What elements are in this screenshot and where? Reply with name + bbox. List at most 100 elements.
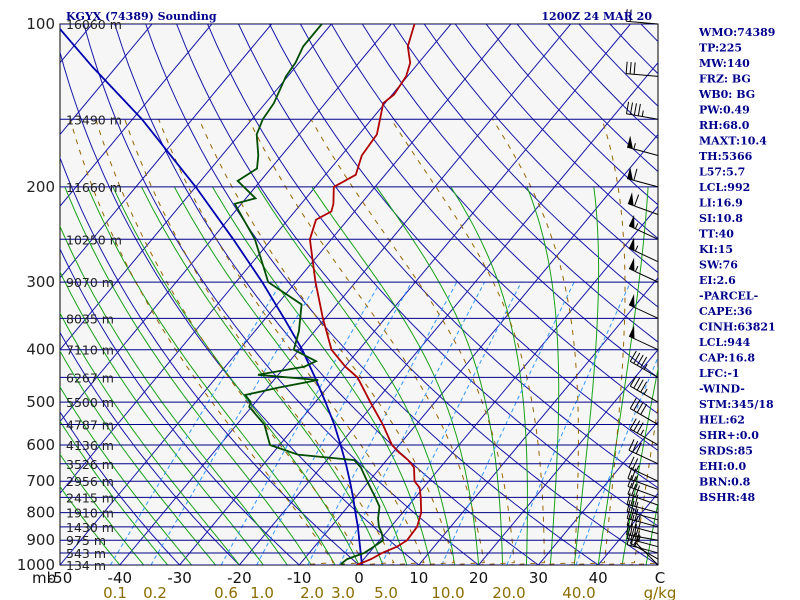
wind-barb-shaft — [626, 518, 659, 528]
index-entry: MW:140 — [699, 57, 750, 70]
wind-barb — [627, 192, 659, 216]
parcel-adiabat-line — [198, 119, 455, 565]
wind-barb-flag — [634, 528, 639, 541]
temperature-tick-label: -30 — [167, 569, 192, 587]
index-entry: SI:10.8 — [699, 212, 743, 225]
wind-barb-half-flag — [643, 388, 648, 395]
wind-barb-flag — [628, 456, 635, 468]
wind-barb-half-flag — [634, 223, 639, 229]
wind-barb-half-flag — [640, 429, 645, 436]
wind-barb-flag — [635, 442, 642, 454]
index-entry: CINH:63821 — [699, 321, 776, 334]
height-label: 134 m — [66, 558, 106, 573]
parcel-adiabat-line — [95, 119, 365, 565]
wind-barb-flag — [634, 508, 639, 521]
wind-barb — [629, 397, 659, 425]
wind-barb-half-flag — [641, 110, 644, 117]
height-label: 975 m — [66, 533, 106, 548]
index-entry: WB0: BG — [698, 88, 755, 101]
wind-barb — [627, 475, 659, 498]
mixing-ratio-tick-label: 1.0 — [250, 584, 274, 600]
sounding-profiles — [60, 24, 423, 565]
height-label: 11660 m — [66, 180, 122, 195]
wind-barb-flag — [630, 493, 635, 506]
index-entry: FRZ: BG — [699, 73, 751, 86]
pressure-tick-label: 700 — [26, 472, 55, 490]
index-entry: KI:15 — [699, 243, 733, 256]
dewpoint-profile — [233, 24, 385, 565]
wind-barb-shaft — [630, 385, 659, 403]
index-entry: EHI:0.0 — [699, 460, 746, 473]
isotherm-line — [119, 24, 571, 565]
parcel-adiabat-line — [124, 119, 395, 565]
pressure-tick-label: 800 — [26, 504, 55, 522]
wind-barb-pennant — [628, 237, 635, 251]
wind-barb-shaft — [626, 503, 659, 514]
wind-barb-flag — [640, 403, 648, 415]
isotherm-line — [478, 348, 658, 565]
wind-barb-shaft — [627, 478, 659, 490]
wind-barb — [628, 257, 659, 283]
wind-barb-shaft — [627, 485, 659, 498]
wind-barb-flag — [626, 499, 631, 512]
wind-barb-shaft — [626, 534, 659, 541]
wind-barb — [626, 526, 659, 548]
wind-barb-flag — [634, 515, 639, 528]
wind-barb-shaft — [628, 467, 659, 482]
pressure-tick-label: 100 — [26, 15, 55, 33]
parcel-adiabat-line — [492, 119, 579, 565]
wind-barb — [626, 135, 659, 156]
index-entry: RH:68.0 — [699, 119, 750, 132]
isotherm-line — [298, 133, 658, 565]
wind-barb — [628, 214, 659, 240]
wind-barb — [629, 418, 659, 446]
temperature-tick-label: 20 — [469, 569, 488, 587]
wind-barb-flag — [626, 526, 631, 539]
wind-barb-half-flag — [633, 143, 636, 150]
wind-barb-flag — [630, 500, 635, 513]
wind-barb-half-flag — [634, 245, 639, 252]
wind-barb-flag — [627, 482, 633, 495]
wind-barb-shaft — [627, 203, 659, 216]
mixing-ratio-tick-label: 40.0 — [562, 584, 595, 600]
height-label: 10250 m — [66, 232, 122, 247]
wind-barb-shaft — [628, 335, 659, 351]
wind-barb — [625, 9, 659, 25]
mixing-ratio-line — [506, 281, 632, 565]
mixing-ratio-tick-label: 0.1 — [103, 584, 127, 600]
wind-barb-pennant — [628, 325, 635, 339]
mixing-ratio-line — [150, 281, 319, 565]
wind-barb-flag — [636, 422, 644, 434]
wind-barb-shaft — [626, 113, 659, 120]
wind-barb-flag — [636, 401, 644, 413]
wind-barb-pennant — [627, 192, 634, 206]
wind-barb-flag — [629, 375, 637, 387]
wind-barb-shaft — [628, 268, 659, 283]
temperature-tick-label: -20 — [227, 569, 252, 587]
wind-barb-flag — [634, 501, 639, 514]
wind-barb-flag — [634, 494, 639, 507]
mixing-ratio-tick-label: 0.6 — [214, 584, 238, 600]
wind-barb-flag — [633, 524, 637, 537]
index-entry: PW:0.49 — [699, 104, 750, 117]
reference-curve — [60, 27, 363, 565]
mixing-ratio-tick-label: 0.2 — [143, 584, 167, 600]
height-label: 5500 m — [66, 395, 114, 410]
parcel-adiabat-line — [248, 119, 485, 565]
wind-barb-half-flag — [634, 475, 638, 482]
index-entry: BSHR:48 — [699, 491, 755, 504]
height-label: 16060 m — [66, 17, 122, 32]
pressure-tick-label: 300 — [26, 273, 55, 291]
height-label: 13490 m — [66, 112, 122, 127]
temperature-tick-label: -40 — [108, 569, 133, 587]
index-entry: L57:5.7 — [699, 166, 745, 179]
temperature-unit-label: C — [655, 569, 665, 587]
wind-barb-flag — [633, 377, 641, 389]
mixing-ratio-tick-label: 20.0 — [492, 584, 525, 600]
wind-barb-shaft — [626, 537, 659, 548]
index-entry: TT:40 — [699, 228, 734, 241]
wind-barb-shaft — [630, 360, 659, 378]
wind-barb-flag — [627, 475, 633, 487]
parcel-adiabat-line — [390, 119, 545, 565]
